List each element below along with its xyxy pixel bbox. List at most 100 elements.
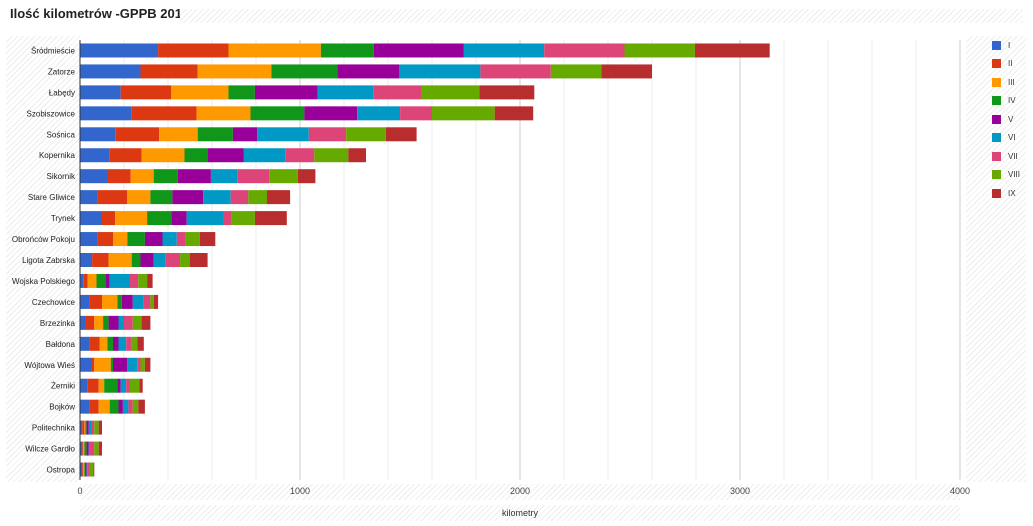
legend-swatch [992,151,1001,161]
legend-band [966,36,1026,482]
bar-segment [97,190,128,205]
category-label: Wójtowa Wieś [24,361,75,370]
bar-segment [89,294,102,309]
x-tick-label: 3000 [730,486,750,496]
bar-segment [104,378,118,393]
bar-segment [314,148,349,163]
legend-item[interactable]: III [992,73,1020,92]
bar-segment [432,106,495,121]
bar-segment [150,190,173,205]
bar-segment [84,462,86,477]
bar-segment [162,232,177,247]
bar-segment [88,420,91,435]
category-label: Żerniki [51,382,75,391]
bar-segment [304,106,358,121]
bar-segment [147,211,172,226]
bar-segment [185,232,200,247]
bar-segment [385,127,417,142]
bar-segment [82,441,84,456]
bar-segment [141,315,151,330]
bar-segment [176,232,186,247]
bar-segment [153,169,178,184]
bar-segment [86,441,89,456]
category-label: Śródmieście [31,46,76,55]
bar-segment [624,43,695,58]
bar-segment [113,232,128,247]
bar-segment [129,273,139,288]
bar-segment [80,294,90,309]
bar-segment [118,315,124,330]
bar-segment [210,169,238,184]
legend-item[interactable]: V [992,110,1020,129]
bar-segment [80,399,90,414]
category-label: Ligota Zabrska [22,256,75,265]
bar-segment [94,315,104,330]
category-label: Wilcze Gardło [25,445,75,454]
bar-segment [269,169,298,184]
bar-segment [141,148,185,163]
bar-segment [131,253,141,267]
bar-segment [80,127,116,142]
legend-item[interactable]: VIII [992,166,1020,185]
bar-segment [127,357,138,372]
bar-segment [80,462,83,477]
legend-label: II [1008,59,1013,69]
bar-segment [197,127,233,142]
bar-segment [694,43,770,58]
bar-segment [89,336,100,351]
legend-item[interactable]: I [992,36,1020,55]
bar-segment [80,169,108,184]
bar-segment [98,378,105,393]
bar-segment [230,190,249,205]
bar-segment [248,190,267,205]
legend-label: VIII [1008,170,1021,180]
category-label: Obrońców Pokoju [12,235,75,244]
bar-segment [131,106,197,121]
legend-label: I [1008,40,1011,50]
bar-segment [550,64,602,79]
bar-segment [138,399,145,414]
x-tick-label: 0 [77,486,82,496]
legend-item[interactable]: VI [992,129,1020,148]
category-label: Szobiszowice [27,109,76,118]
bar-segment [80,378,88,393]
bar-segment [140,253,154,267]
bar-segment [479,85,535,100]
bar-segment [86,420,89,435]
title-band [180,9,1023,23]
bar-segment [91,420,95,435]
category-label: Stare Gliwice [28,193,76,202]
category-label: Sośnica [47,130,76,139]
bar-segment [601,64,652,79]
bar-segment [89,441,95,456]
category-label: Łabędy [49,88,75,97]
bar-segment [373,85,421,100]
bar-segment [186,211,223,226]
bar-segment [257,127,309,142]
bar-segment [92,253,109,267]
legend-item[interactable]: VII [992,147,1020,166]
bar-segment [177,169,211,184]
bar-segment [199,232,216,247]
legend-label: IX [1008,188,1016,198]
legend-item[interactable]: IV [992,92,1020,111]
bar-segment [139,378,143,393]
bar-segment [399,64,481,79]
bar-segment [138,273,148,288]
bar-segment [137,336,144,351]
bar-segment [102,211,116,226]
bar-segment [297,169,316,184]
bar-segment [144,357,151,372]
bar-segment [140,64,198,79]
bar-segment [109,273,130,288]
bar-segment [80,273,84,288]
legend: I II III IV V VI VII VIII IX [992,36,1020,203]
legend-item[interactable]: IX [992,184,1020,203]
legend-item[interactable]: II [992,55,1020,74]
bar-segment [180,253,190,267]
bar-segment [117,294,122,309]
legend-swatch [992,77,1001,87]
category-label: Sikornik [47,172,76,181]
bar-segment [108,253,132,267]
bar-segment [91,357,95,372]
